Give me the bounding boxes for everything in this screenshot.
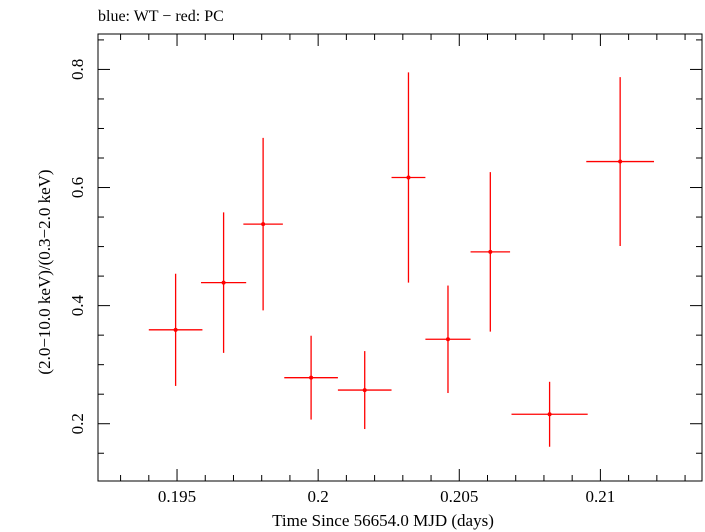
data-point [337, 351, 392, 430]
chart-title: blue: WT − red: PC [98, 8, 224, 25]
axis-ticks [98, 34, 702, 481]
x-tick-label: 0.195 [158, 487, 196, 506]
point-marker [547, 412, 552, 417]
data-point [425, 285, 471, 394]
point-marker [618, 159, 623, 164]
y-tick-label: 0.2 [68, 413, 87, 434]
data-point [470, 172, 511, 332]
y-tick-label: 0.6 [68, 177, 87, 198]
point-marker [445, 337, 450, 342]
point-marker [309, 375, 314, 380]
y-tick-label: 0.4 [68, 294, 87, 316]
tick-labels: 0.195 0.2 0.205 0.21 0.2 0.4 0.6 0.8 [68, 59, 615, 506]
data-point [284, 335, 338, 420]
data-point [586, 77, 655, 246]
point-marker [406, 175, 411, 180]
point-marker [261, 222, 266, 227]
plot-frame [97, 33, 703, 482]
x-tick-label: 0.21 [586, 487, 616, 506]
point-marker [488, 249, 493, 254]
data-point [243, 137, 283, 311]
data-point [148, 273, 203, 386]
point-marker [173, 327, 178, 332]
y-tick-label: 0.8 [68, 59, 87, 80]
x-axis-label: Time Since 56654.0 MJD (days) [272, 511, 494, 530]
data-series [148, 72, 655, 447]
point-marker [221, 280, 226, 285]
data-point [201, 212, 247, 353]
data-point [511, 381, 588, 447]
x-tick-label: 0.205 [440, 487, 478, 506]
y-axis-label: (2.0−10.0 keV)/(0.3−2.0 keV) [35, 169, 54, 374]
data-point [391, 72, 426, 283]
x-tick-label: 0.2 [308, 487, 329, 506]
point-marker [362, 388, 367, 393]
